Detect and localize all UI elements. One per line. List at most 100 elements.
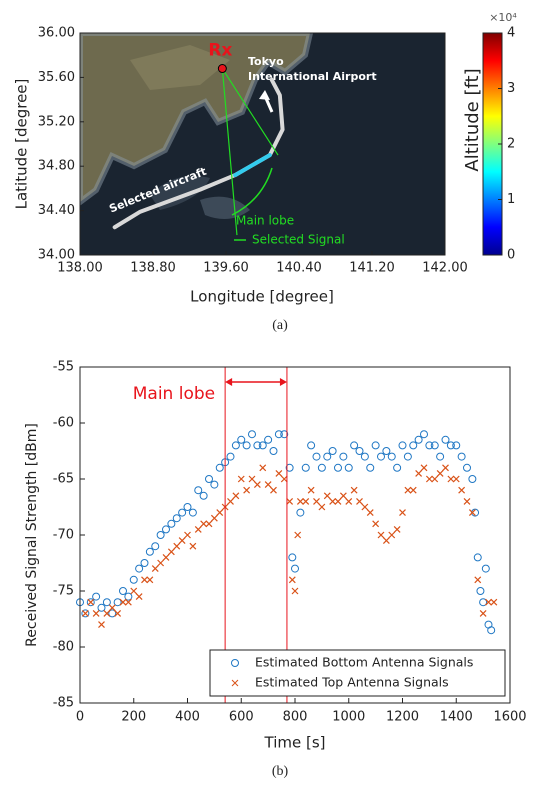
point xyxy=(248,475,256,483)
y-tick-label: 35.20 xyxy=(38,114,75,129)
map-background xyxy=(80,33,445,255)
y-tick-label: 34.80 xyxy=(38,159,75,174)
point xyxy=(113,598,122,607)
point xyxy=(457,452,466,461)
x-tick-label: 141.20 xyxy=(349,261,395,276)
point xyxy=(253,481,261,489)
y-tick-label: 35.60 xyxy=(38,70,75,85)
point xyxy=(328,447,337,455)
colorbar-multiplier: ×10⁴ xyxy=(489,11,517,24)
legend-marker xyxy=(231,659,239,667)
point xyxy=(210,514,218,522)
x-axis-label: Longitude [degree] xyxy=(190,288,334,306)
colorbar-tick-label: 2 xyxy=(507,137,515,152)
point xyxy=(103,609,111,617)
point xyxy=(146,576,154,584)
point xyxy=(388,531,396,539)
point xyxy=(481,564,490,573)
point xyxy=(130,587,138,595)
x-tick-label: 139.60 xyxy=(203,261,249,276)
legend-box xyxy=(209,649,506,697)
x-tick-label: 138.80 xyxy=(130,261,176,276)
point xyxy=(447,475,455,483)
point xyxy=(425,475,433,483)
point xyxy=(178,508,187,517)
point xyxy=(382,537,390,545)
point xyxy=(248,430,256,439)
point xyxy=(296,497,304,505)
point xyxy=(259,464,267,472)
point xyxy=(258,441,267,450)
point xyxy=(291,587,299,595)
legend-marker xyxy=(231,679,239,687)
point xyxy=(92,592,101,601)
x-tick-label: 140.40 xyxy=(276,261,322,276)
point xyxy=(270,486,277,494)
y-tick-label: -60 xyxy=(53,416,74,431)
point xyxy=(129,575,138,584)
point xyxy=(382,447,391,455)
point xyxy=(253,441,262,450)
point xyxy=(463,463,471,472)
point xyxy=(307,441,316,450)
point xyxy=(377,452,385,461)
point xyxy=(318,503,326,511)
point xyxy=(285,463,294,472)
point xyxy=(431,475,439,483)
point xyxy=(178,537,186,545)
point xyxy=(312,452,321,461)
point xyxy=(114,609,122,617)
x-tick-label: 1400 xyxy=(440,710,473,725)
point xyxy=(404,486,412,494)
point xyxy=(393,525,401,533)
point xyxy=(399,509,406,517)
point xyxy=(108,609,117,618)
point xyxy=(275,469,283,477)
annotation: Selected Signal xyxy=(252,233,345,247)
point xyxy=(430,441,439,450)
y-tick-label: -65 xyxy=(53,472,74,487)
y-tick-label: -70 xyxy=(53,528,74,543)
point xyxy=(329,497,337,505)
point xyxy=(415,469,423,477)
y-tick-label: 34.00 xyxy=(38,248,75,263)
point xyxy=(102,598,111,607)
point xyxy=(226,452,235,461)
point xyxy=(436,452,445,461)
point xyxy=(377,531,385,539)
point xyxy=(274,430,283,439)
receiver-label: Rx xyxy=(208,41,232,61)
point xyxy=(189,542,197,550)
point xyxy=(442,464,449,472)
point xyxy=(441,435,450,444)
point xyxy=(490,598,498,606)
point xyxy=(237,475,245,483)
y-axis-label: Received Signal Strength [dBm] xyxy=(24,423,40,647)
point xyxy=(242,441,251,450)
point xyxy=(360,452,369,461)
point xyxy=(487,626,496,635)
point xyxy=(366,509,374,517)
point xyxy=(291,564,299,573)
point xyxy=(313,497,320,505)
y-tick-label: -80 xyxy=(53,640,74,655)
point xyxy=(350,486,358,494)
point xyxy=(446,441,455,450)
point xyxy=(294,531,302,539)
point xyxy=(231,441,240,450)
point xyxy=(140,559,149,567)
point xyxy=(339,492,347,500)
point xyxy=(288,576,296,584)
point xyxy=(97,603,106,612)
plot-frame xyxy=(79,366,511,704)
point xyxy=(173,542,181,550)
point xyxy=(205,475,213,483)
point xyxy=(280,430,289,439)
annotation: Main lobe xyxy=(236,214,294,228)
x-tick-label: 1600 xyxy=(493,710,526,725)
point xyxy=(124,592,133,601)
point xyxy=(227,497,234,505)
point xyxy=(420,430,428,439)
point xyxy=(361,503,369,511)
colorbar-tick-label: 1 xyxy=(507,192,515,207)
